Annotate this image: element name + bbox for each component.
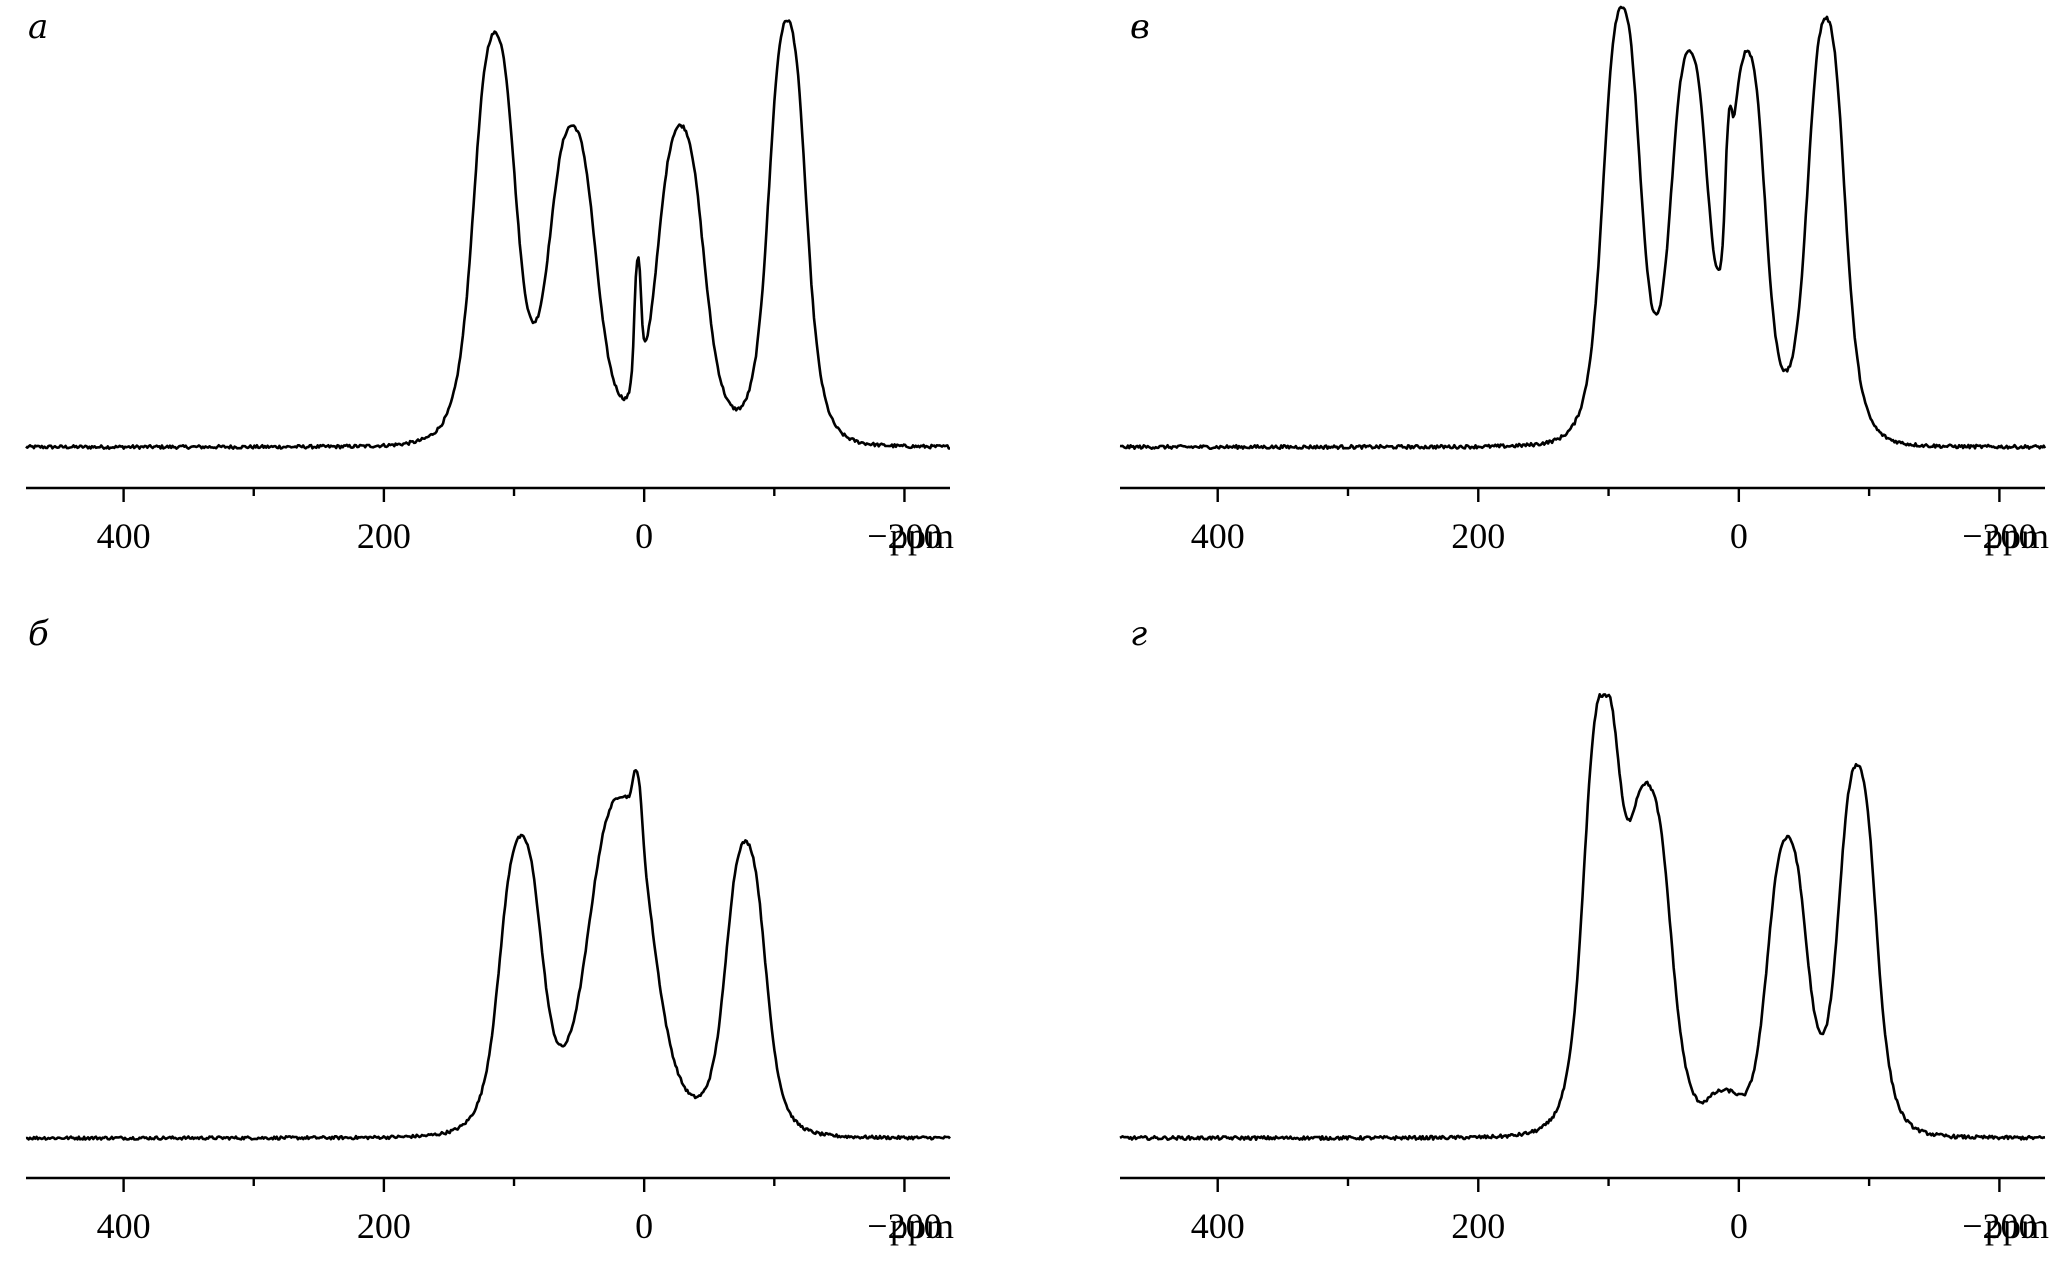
tick-label: 400 xyxy=(97,1206,151,1246)
tick-label: 400 xyxy=(97,516,151,556)
tick-label: 0 xyxy=(1730,516,1748,556)
tick-label: 200 xyxy=(357,1206,411,1246)
spectrum-line xyxy=(1119,692,2046,1141)
x-axis-unit-label: ppm xyxy=(890,1206,954,1246)
tick-label: 200 xyxy=(1451,1206,1505,1246)
panel-letter: г xyxy=(1130,614,1147,654)
panel-letter: а xyxy=(28,7,48,47)
tick-label: 200 xyxy=(357,516,411,556)
tick-label: −200 xyxy=(1962,516,2036,556)
panel-letter: в xyxy=(1130,7,1150,47)
tick-label: 200 xyxy=(1451,516,1505,556)
tick-label: 0 xyxy=(635,1206,653,1246)
tick-label: 0 xyxy=(635,516,653,556)
x-axis-unit-label: ppm xyxy=(1985,516,2049,556)
spectrum-line xyxy=(25,19,951,451)
tick-label: −200 xyxy=(867,1206,941,1246)
tick-label: −200 xyxy=(1962,1206,2036,1246)
panel-letter: б xyxy=(28,614,49,654)
tick-label: −200 xyxy=(867,516,941,556)
x-axis-unit-label: ppm xyxy=(890,516,954,556)
x-axis-unit-label: ppm xyxy=(1985,1206,2049,1246)
tick-label: 400 xyxy=(1191,516,1245,556)
tick-label: 400 xyxy=(1191,1206,1245,1246)
tick-label: 0 xyxy=(1730,1206,1748,1246)
spectrum-line xyxy=(1119,5,2047,451)
spectrum-line xyxy=(25,768,951,1141)
